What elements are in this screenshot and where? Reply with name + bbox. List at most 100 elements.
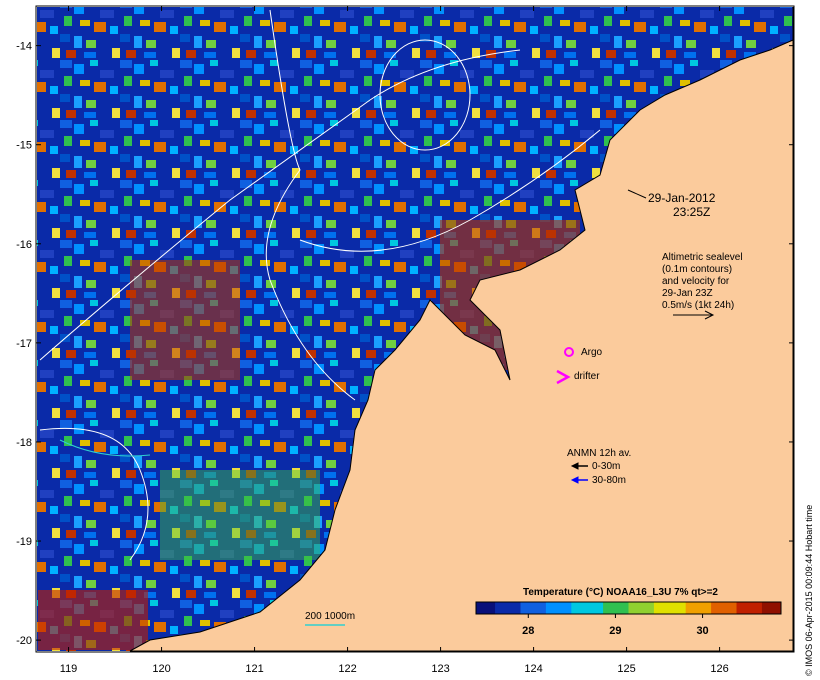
colorbar-swatch	[628, 602, 636, 614]
colorbar-swatch	[584, 602, 591, 614]
lat-tick-label: -14	[16, 41, 32, 53]
colorbar-swatch	[533, 602, 541, 614]
drifter-label: drifter	[574, 371, 600, 382]
anmn-deep-label: 30-80m	[592, 475, 626, 486]
lon-tick-label: 124	[524, 663, 542, 675]
drifter-marker	[556, 369, 571, 385]
lat-tick-label: -17	[16, 338, 32, 350]
colorbar-swatch	[647, 602, 655, 614]
colorbar-swatch	[590, 602, 598, 614]
altimetry-line-1: Altimetric sealevel	[662, 252, 743, 263]
argo-label: Argo	[581, 347, 603, 358]
velocity-scale-arrow	[673, 310, 715, 320]
colorbar-swatch	[755, 602, 763, 614]
plot-frame	[35, 5, 795, 653]
colorbar-swatch	[660, 602, 668, 614]
colorbar-swatch	[653, 602, 661, 614]
colorbar-swatch	[666, 602, 674, 614]
colorbar-swatch	[545, 602, 553, 614]
colorbar-swatch	[564, 602, 572, 614]
colorbar-swatch	[742, 602, 750, 614]
colorbar	[476, 602, 782, 614]
colorbar-swatch	[704, 602, 712, 614]
colorbar-swatch	[526, 602, 534, 614]
colorbar-swatch	[736, 602, 744, 614]
copyright-vertical: © IMOS 06-Apr-2015 00:09:44 Hobart time	[804, 505, 814, 676]
lon-tick-label: 123	[431, 663, 449, 675]
warm-patch-central	[130, 260, 240, 380]
altimetry-line-2: (0.1m contours)	[662, 264, 732, 275]
colorbar-swatch	[520, 602, 528, 614]
colorbar-swatch	[768, 602, 776, 614]
colorbar-swatch	[482, 602, 490, 614]
colorbar-swatch	[730, 602, 738, 614]
colorbar-swatch	[476, 602, 483, 614]
lat-tick-label: -16	[16, 239, 32, 251]
lat-tick-label: -20	[16, 635, 32, 647]
colorbar-swatch	[615, 602, 623, 614]
lat-tick-label: -19	[16, 536, 32, 548]
colorbar-swatch	[501, 602, 509, 614]
anmn-shallow-label: 0-30m	[592, 461, 620, 472]
copyright-text: © IMOS 06-Apr-2015 00:09:44 Hobart time	[804, 505, 814, 676]
lat-tick-label: -18	[16, 437, 32, 449]
colorbar-tick-label: 28	[522, 625, 534, 637]
lon-tick-label: 121	[245, 663, 263, 675]
latitude-ticks: -14 -15 -16 -17 -18 -19 -20	[16, 41, 794, 647]
colorbar-swatch	[723, 602, 731, 614]
colorbar-tick-label: 29	[609, 625, 621, 637]
colorbar-swatch	[679, 602, 687, 614]
colorbar-swatch	[761, 602, 769, 614]
colorbar-swatch	[603, 602, 610, 614]
colorbar-swatch	[698, 602, 706, 614]
colorbar-swatch	[552, 602, 560, 614]
land	[129, 7, 794, 652]
colorbar-swatch	[609, 602, 617, 614]
colorbar-swatch	[507, 602, 515, 614]
colorbar-swatch	[495, 602, 502, 614]
longitude-ticks: 119 120 121 122 123 124 125 126	[60, 6, 729, 675]
colorbar-swatch	[596, 602, 604, 614]
colorbar-swatch	[488, 602, 496, 614]
lon-tick-label: 125	[617, 663, 635, 675]
colorbar-swatch	[571, 602, 579, 614]
date-line-2: 23:25Z	[673, 205, 710, 219]
colorbar-swatch	[774, 602, 782, 614]
colorbar-swatch	[749, 602, 757, 614]
lon-tick-label: 122	[338, 663, 356, 675]
depth-label: 200 1000m	[305, 611, 355, 622]
colorbar-swatch	[539, 602, 547, 614]
colorbar-swatch	[672, 602, 680, 614]
argo-marker	[564, 347, 574, 357]
anmn-shallow-arrow	[570, 462, 588, 470]
date-line-1: 29-Jan-2012	[648, 191, 716, 205]
lon-tick-label: 120	[152, 663, 170, 675]
colorbar-swatch	[622, 602, 629, 614]
green-patch-south	[160, 470, 320, 560]
warm-patch-southwest	[38, 590, 148, 650]
colorbar-frame	[475, 601, 782, 615]
anmn-title: ANMN 12h av.	[567, 448, 631, 459]
date-pointer	[627, 189, 647, 199]
colorbar-title: Temperature (°C) NOAA16_L3U 7% qt>=2	[523, 587, 718, 598]
colorbar-swatch	[514, 602, 521, 614]
colorbar-tick-label: 30	[696, 625, 708, 637]
colorbar-swatch	[641, 602, 649, 614]
isobath-200	[59, 439, 151, 457]
lon-tick-label: 119	[60, 663, 78, 675]
anmn-deep-arrow	[570, 476, 588, 484]
sealevel-contours	[39, 9, 601, 561]
lon-tick-label: 126	[710, 663, 728, 675]
colorbar-swatch	[717, 602, 725, 614]
colorbar-swatch	[558, 602, 566, 614]
colorbar-swatch	[692, 602, 699, 614]
altimetry-line-4: 29-Jan 23Z	[662, 288, 713, 299]
colorbar-ticks: 28 29 30	[522, 614, 709, 637]
altimetry-line-5: 0.5m/s (1kt 24h)	[662, 300, 734, 311]
altimetry-line-3: and velocity for	[662, 276, 730, 287]
colorbar-swatch	[634, 602, 642, 614]
colorbar-swatch	[577, 602, 585, 614]
lat-tick-label: -15	[16, 140, 32, 152]
colorbar-swatch	[711, 602, 718, 614]
